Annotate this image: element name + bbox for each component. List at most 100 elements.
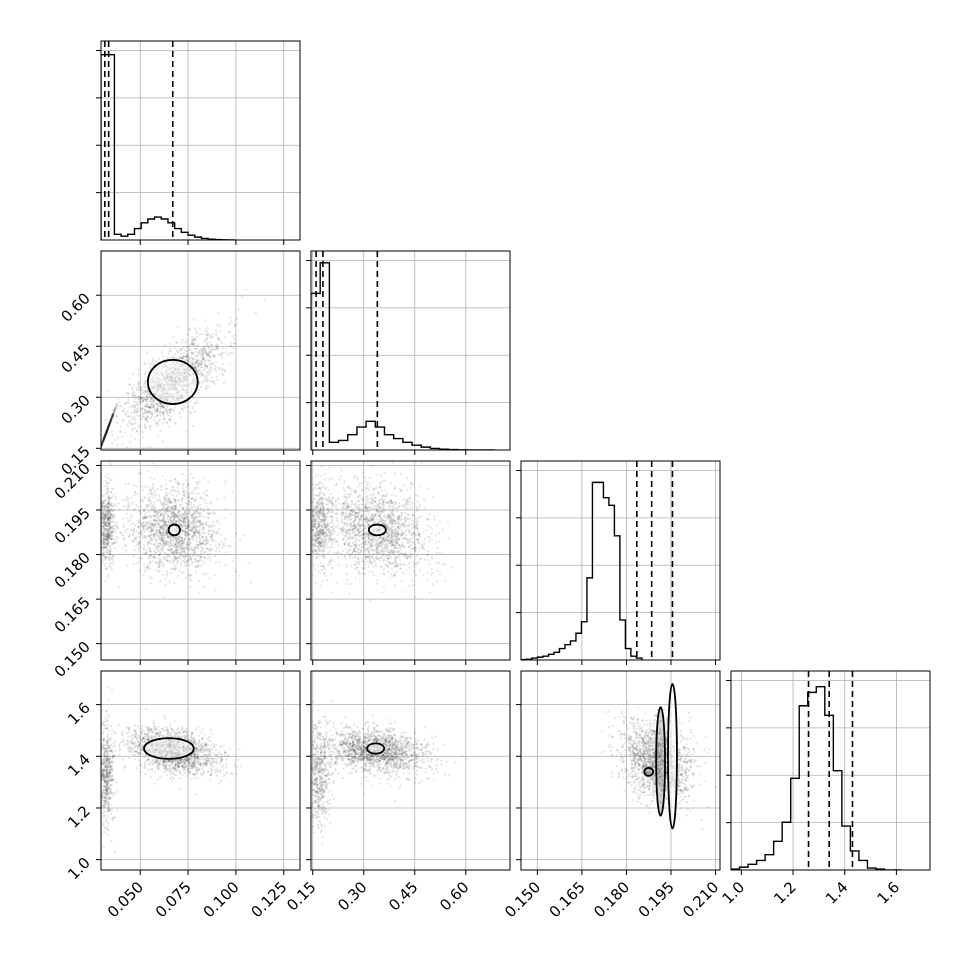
sample-point — [202, 345, 205, 348]
sample-point — [130, 418, 133, 421]
sample-point — [106, 429, 109, 432]
sample-point — [314, 534, 317, 537]
sample-point — [317, 544, 320, 547]
sample-point — [145, 390, 148, 393]
sample-point — [179, 522, 182, 525]
sample-point — [382, 510, 385, 513]
sample-point — [174, 499, 177, 502]
sample-point — [149, 539, 152, 542]
sample-point — [314, 549, 317, 553]
sample-point — [108, 535, 111, 538]
sample-point — [103, 517, 106, 520]
sample-point — [105, 567, 108, 571]
sample-point — [107, 524, 110, 527]
sample-point — [119, 425, 122, 428]
sample-point — [104, 518, 107, 521]
sample-point — [133, 391, 136, 395]
sample-point — [138, 425, 141, 428]
sample-point — [159, 558, 162, 561]
sample-point — [201, 555, 204, 559]
sample-point — [101, 441, 104, 444]
sample-point — [158, 525, 161, 529]
sample-point — [236, 317, 239, 320]
sample-point — [318, 518, 322, 521]
sample-point — [104, 433, 107, 437]
sample-point — [321, 533, 324, 536]
panel-frame — [100, 250, 301, 451]
sample-point — [205, 494, 208, 497]
sample-point — [151, 494, 154, 497]
sample-point — [106, 428, 109, 431]
sample-point — [325, 516, 329, 519]
sample-point — [142, 415, 146, 418]
sample-point — [185, 562, 188, 565]
sample-point — [185, 516, 189, 519]
sample-point — [143, 361, 146, 365]
sample-point — [147, 410, 150, 413]
sample-point — [178, 555, 182, 558]
sample-point — [185, 354, 189, 357]
sample-point — [200, 333, 203, 336]
sample-point — [190, 557, 193, 560]
sample-point — [110, 418, 113, 421]
sample-point — [106, 506, 109, 509]
sample-point — [174, 490, 177, 493]
sample-point — [149, 492, 152, 495]
sample-point — [203, 561, 206, 565]
sample-point — [229, 320, 233, 324]
sample-point — [191, 407, 194, 410]
sample-point — [169, 541, 172, 544]
sample-point — [197, 506, 200, 510]
sample-point — [151, 560, 154, 563]
sample-point — [133, 437, 137, 440]
sample-point — [107, 502, 110, 505]
sample-point — [141, 499, 144, 502]
sample-point — [111, 413, 114, 417]
sample-point — [203, 550, 207, 554]
sample-point — [103, 528, 106, 531]
sample-point — [184, 341, 187, 344]
sample-point — [102, 512, 105, 515]
sample-point — [185, 352, 188, 355]
sample-point — [101, 443, 104, 446]
sample-point — [324, 534, 327, 537]
sample-point — [173, 555, 176, 559]
sample-point — [187, 538, 190, 541]
sample-point — [193, 402, 197, 405]
sample-point — [193, 410, 196, 413]
sample-point — [117, 405, 120, 408]
sample-point — [322, 515, 325, 518]
sample-point — [219, 353, 222, 356]
sample-point — [142, 389, 146, 392]
sample-point — [106, 508, 109, 511]
sample-point — [178, 535, 181, 538]
sample-point — [179, 356, 183, 359]
sample-point — [190, 342, 193, 345]
sample-point — [174, 519, 178, 523]
sample-point — [105, 431, 108, 434]
sample-point — [187, 523, 190, 526]
sample-point — [181, 525, 184, 529]
sample-point — [324, 531, 327, 535]
sample-point — [143, 570, 147, 573]
sample-point — [185, 513, 189, 516]
sample-point — [106, 428, 109, 431]
sample-point — [104, 433, 107, 436]
sample-point — [125, 446, 128, 449]
sample-point — [104, 432, 107, 435]
sample-point — [139, 510, 142, 513]
sample-point — [195, 354, 199, 357]
sample-point — [162, 545, 165, 548]
sample-point — [145, 399, 148, 402]
sample-point — [111, 413, 114, 416]
sample-point — [106, 518, 110, 521]
sample-point — [144, 426, 147, 430]
sample-point — [325, 513, 328, 516]
sample-point — [117, 586, 121, 589]
sample-point — [173, 581, 176, 585]
sample-point — [139, 498, 142, 502]
sample-point — [311, 550, 314, 553]
sample-point — [311, 509, 315, 512]
sample-point — [208, 355, 212, 358]
sample-point — [175, 551, 178, 554]
